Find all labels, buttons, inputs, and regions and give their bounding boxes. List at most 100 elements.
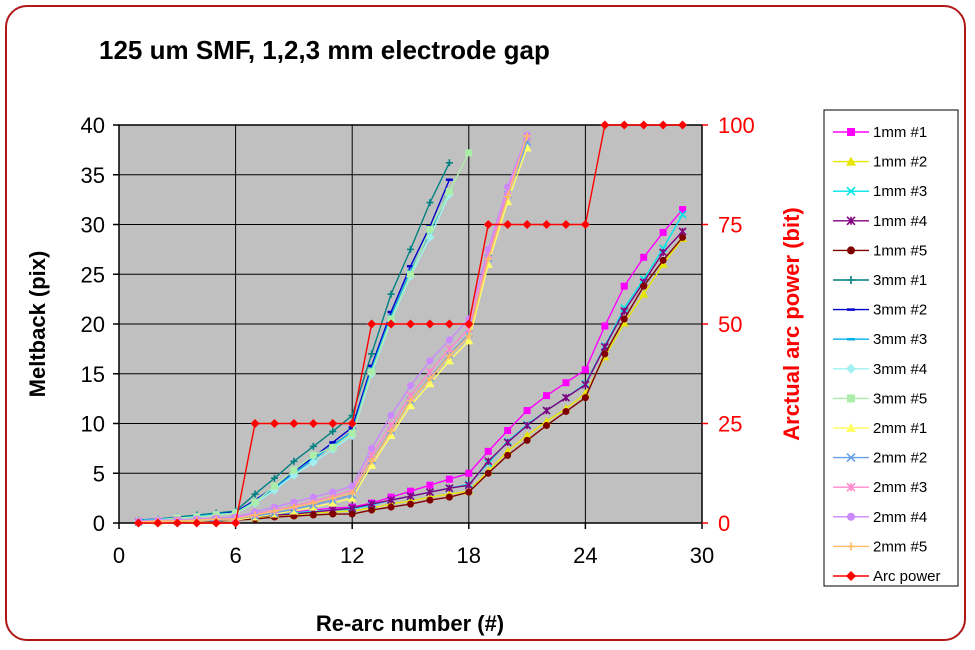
legend-box — [823, 109, 959, 587]
data-point — [153, 518, 163, 528]
data-point — [504, 193, 512, 201]
data-point — [562, 408, 570, 416]
data-point — [308, 457, 318, 467]
data-point — [620, 315, 628, 323]
data-point — [232, 509, 240, 517]
data-point — [445, 344, 454, 353]
data-point — [309, 451, 317, 459]
y-tick-label: 40 — [81, 113, 105, 138]
data-point — [445, 484, 454, 493]
x-axis-ticks: 0 6 12 18 24 30 — [113, 523, 714, 568]
y-tick-label: 20 — [81, 312, 105, 337]
data-point — [601, 322, 609, 330]
x-tick-label: 24 — [573, 543, 597, 568]
legend-label: 1mm #1 — [873, 124, 927, 141]
legend-label: 1mm #5 — [873, 242, 927, 259]
data-point — [387, 503, 395, 511]
y-tick-label: 35 — [81, 163, 105, 188]
data-point — [504, 183, 512, 191]
legend-label: 1mm #4 — [873, 213, 927, 230]
data-point — [386, 319, 396, 329]
data-point — [426, 375, 434, 383]
data-point — [348, 482, 356, 490]
data-point — [367, 319, 377, 329]
data-point — [426, 199, 434, 207]
data-point — [348, 510, 356, 518]
legend-label: 1mm #2 — [873, 154, 927, 171]
y2-axis-ticks: 0 25 50 75 100 — [702, 113, 755, 536]
data-point — [387, 412, 395, 420]
legend-label: 1mm #3 — [873, 183, 927, 200]
data-point — [407, 487, 414, 495]
data-point — [309, 442, 317, 450]
data-point — [639, 289, 649, 298]
data-point — [846, 363, 856, 374]
data-point — [387, 315, 395, 323]
legend-item: 1mm #2 — [833, 154, 927, 171]
data-point — [503, 438, 512, 447]
data-point — [561, 393, 571, 402]
legend-label: 3mm #5 — [873, 390, 927, 407]
data-point — [328, 419, 338, 428]
data-point — [847, 128, 855, 136]
data-point — [846, 156, 856, 166]
data-point — [368, 350, 376, 358]
data-point — [847, 542, 855, 551]
data-point — [601, 350, 609, 358]
data-point — [678, 227, 687, 236]
data-point — [368, 444, 376, 452]
data-point — [270, 507, 278, 515]
data-point — [367, 500, 376, 509]
data-point — [523, 436, 531, 444]
data-point — [368, 506, 376, 514]
data-point — [426, 225, 434, 233]
data-point — [309, 493, 317, 501]
data-point — [543, 421, 551, 429]
data-point — [290, 498, 298, 506]
legend-label: 2mm #1 — [873, 420, 927, 437]
data-point — [847, 276, 855, 284]
data-point — [679, 206, 687, 214]
legend-item: Arc power — [833, 568, 941, 585]
data-point — [444, 356, 454, 365]
legend-item: 1mm #3 — [833, 183, 927, 200]
data-point — [348, 504, 357, 513]
data-point — [133, 518, 143, 528]
data-point — [847, 512, 855, 521]
legend-item: 3mm #1 — [833, 272, 927, 289]
data-point — [465, 488, 473, 496]
legend-item: 3mm #3 — [833, 331, 927, 348]
data-point — [348, 412, 356, 420]
data-point — [620, 282, 628, 290]
data-point — [368, 368, 376, 376]
data-point — [269, 419, 279, 428]
data-point — [581, 366, 589, 374]
data-point — [250, 419, 260, 428]
data-point — [522, 220, 532, 229]
data-point — [600, 120, 610, 130]
data-point — [483, 220, 493, 229]
data-point — [580, 220, 590, 229]
data-point — [387, 427, 395, 435]
data-point — [445, 159, 453, 167]
legend-label: 3mm #4 — [873, 361, 927, 378]
legend-label: 3mm #2 — [873, 302, 927, 319]
data-point — [658, 120, 668, 130]
data-point — [407, 397, 414, 405]
legend-item: 3mm #2 — [833, 302, 927, 319]
data-point — [846, 216, 856, 226]
data-point — [348, 489, 356, 497]
data-point — [679, 233, 687, 241]
data-point — [640, 282, 648, 290]
data-point — [659, 228, 667, 236]
legend-label: 2mm #5 — [873, 538, 927, 555]
data-point — [270, 474, 278, 482]
data-point — [426, 357, 434, 365]
data-point — [251, 498, 259, 506]
data-point — [659, 248, 668, 257]
data-point — [581, 380, 590, 389]
data-point — [484, 457, 493, 466]
data-point — [464, 319, 474, 329]
legend-item: 2mm #1 — [833, 420, 927, 437]
legend-label: 3mm #3 — [873, 331, 927, 348]
